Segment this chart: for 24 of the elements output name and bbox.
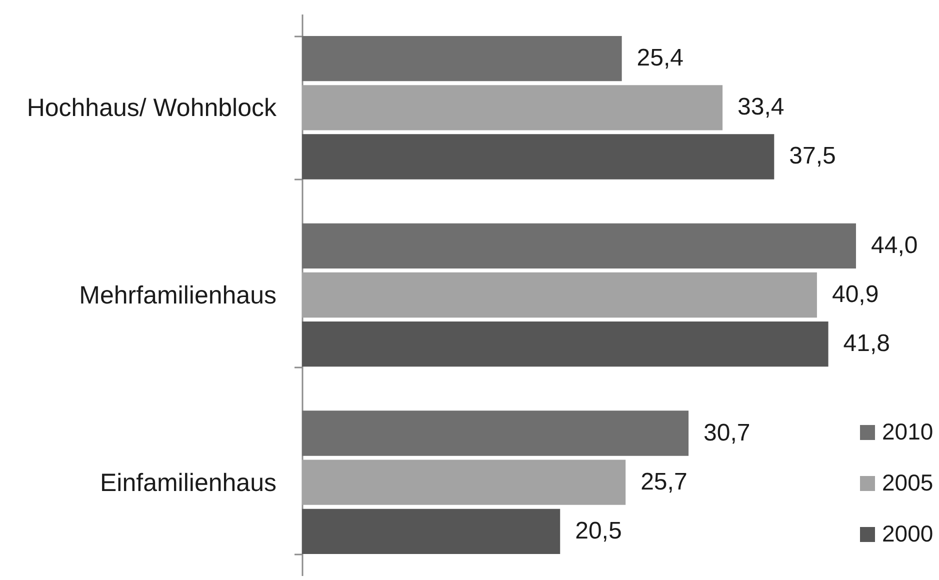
bar: [302, 134, 774, 180]
data-label: 20,5: [575, 517, 622, 544]
bar: [302, 36, 622, 82]
bar: [302, 322, 828, 367]
y-tick-label: Einfamilienhaus: [100, 468, 276, 497]
y-tick-label: Mehrfamilienhaus: [79, 282, 276, 310]
data-label: 37,5: [789, 142, 836, 170]
legend-label: 2000: [882, 520, 934, 546]
bar: [302, 85, 723, 130]
bar: [302, 410, 689, 456]
bar: [302, 272, 817, 318]
legend-label: 2005: [882, 470, 934, 496]
bar: [302, 508, 560, 554]
data-label: 41,8: [843, 330, 890, 358]
data-label: 44,0: [871, 232, 918, 259]
legend-label: 2010: [882, 418, 934, 444]
data-label: 25,7: [640, 468, 688, 496]
data-label: 25,4: [636, 44, 684, 72]
data-label: 40,9: [832, 281, 879, 308]
y-tick-label: Hochhaus/ Wohnblock: [26, 94, 277, 122]
bar: [302, 223, 856, 268]
bar: [302, 460, 626, 505]
data-label: 30,7: [704, 419, 750, 446]
data-label: 33,4: [738, 94, 784, 121]
